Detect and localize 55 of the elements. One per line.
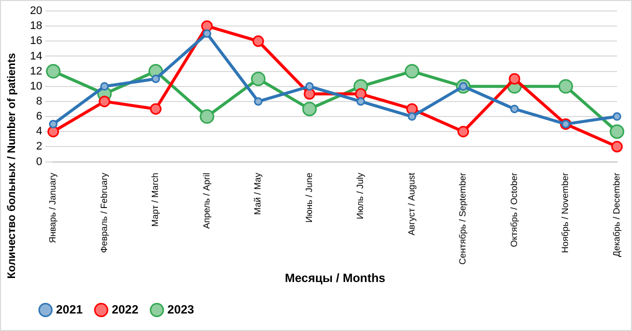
x-tick-label: Январь / January xyxy=(48,172,58,244)
point xyxy=(200,109,214,124)
point xyxy=(305,82,314,91)
point xyxy=(201,20,213,32)
point xyxy=(356,97,365,106)
x-tick-label: Апрель / April xyxy=(201,172,212,229)
point xyxy=(510,104,519,114)
point xyxy=(408,112,416,121)
y-tick-label: 16 xyxy=(30,35,42,48)
point xyxy=(404,64,420,79)
legend-label: 2022 xyxy=(112,302,139,316)
point xyxy=(47,126,59,138)
point xyxy=(457,126,469,138)
point xyxy=(98,96,110,108)
y-tick-label: 18 xyxy=(30,20,42,32)
x-tick-label: Август / August xyxy=(406,172,416,236)
x-tick-label: Сентябрь / September xyxy=(458,172,468,265)
y-tick-label: 12 xyxy=(30,65,42,78)
x-axis-title: Месяцы / Months xyxy=(284,271,386,286)
point xyxy=(150,103,162,115)
point xyxy=(304,88,316,100)
x-tick-label: Март / March xyxy=(150,172,160,227)
x-tick-label: Июль / July xyxy=(355,172,366,220)
point xyxy=(406,103,418,115)
y-tick-label: 20 xyxy=(30,5,42,18)
y-tick-label: 0 xyxy=(36,156,42,168)
x-tick-label: Декабрь / December xyxy=(611,172,622,257)
point xyxy=(252,35,264,47)
point xyxy=(250,72,266,86)
point xyxy=(611,140,623,152)
x-tick-label: Июнь / June xyxy=(304,172,314,223)
x-tick-label: Октябрь / October xyxy=(508,172,519,248)
x-tick-label: Май / May xyxy=(252,172,263,215)
x-tick-label: Ноябрь / November xyxy=(560,172,570,254)
y-tick-label: 2 xyxy=(36,140,42,153)
legend-label: 2023 xyxy=(167,302,194,316)
y-axis-title: Количество больных / Number of patients xyxy=(6,52,18,278)
point xyxy=(558,79,573,94)
point xyxy=(302,102,317,116)
y-tick-label: 4 xyxy=(36,126,42,138)
point xyxy=(100,82,109,91)
y-tick-label: 6 xyxy=(36,110,42,123)
point xyxy=(151,74,160,84)
legend-label: 2021 xyxy=(56,302,84,316)
point xyxy=(48,120,58,128)
point xyxy=(254,97,262,106)
y-tick-label: 10 xyxy=(30,80,42,92)
x-tick-label: Февраль / February xyxy=(98,172,109,253)
point xyxy=(508,73,520,85)
point xyxy=(612,112,622,121)
point xyxy=(354,88,366,100)
point xyxy=(202,29,212,38)
point xyxy=(610,124,624,139)
y-tick-label: 14 xyxy=(30,50,42,62)
y-tick-label: 8 xyxy=(36,95,42,108)
